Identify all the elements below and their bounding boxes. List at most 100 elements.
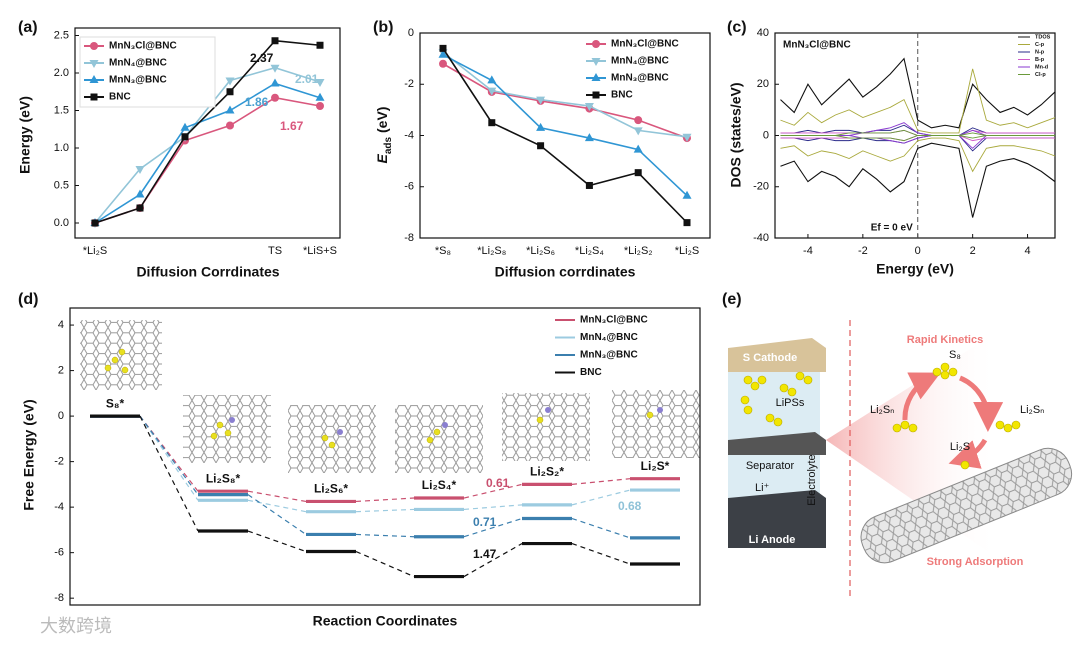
legend-marker	[90, 42, 98, 50]
marker	[225, 77, 235, 86]
y-axis-label-part: E	[374, 153, 390, 163]
marker	[487, 75, 497, 84]
annotation: 1.47	[473, 547, 497, 561]
y-tick-label: -40	[753, 232, 769, 244]
annotation: 1.86	[245, 95, 269, 109]
y-tick-label: 20	[757, 78, 769, 90]
x-axis-label: Energy (eV)	[876, 261, 954, 277]
marker	[537, 142, 545, 150]
y-tick-label: 4	[58, 319, 64, 331]
series-line	[94, 66, 321, 224]
structure-image	[395, 405, 483, 473]
legend-marker	[89, 60, 99, 68]
series-line	[442, 54, 688, 197]
x-tick-label: *Li₂S₆	[526, 245, 555, 257]
panel-label: (b)	[373, 19, 393, 36]
cathode	[728, 338, 826, 372]
state-label: Li₂S₄*	[422, 478, 457, 492]
marker	[536, 96, 546, 105]
y-tick-label: 0	[58, 410, 64, 422]
y-tick-label: -4	[404, 129, 414, 141]
li-ion-label: Li⁺	[755, 482, 770, 494]
y-tick-label: -2	[54, 456, 64, 468]
legend-label: MnN₃@BNC	[580, 350, 638, 361]
y-tick-label: 0.5	[54, 179, 69, 191]
marker	[226, 121, 234, 130]
x-tick-label: *S₈	[435, 245, 451, 257]
series-line	[442, 47, 688, 224]
connector	[355, 497, 415, 503]
legend-label: MnN₃@BNC	[611, 73, 669, 84]
legend-label: MnN₄@BNC	[611, 56, 669, 67]
legend-label: C-p	[1035, 42, 1045, 48]
state-label: S₈*	[106, 396, 125, 410]
legend-label: MnN₃Cl@BNC	[580, 315, 648, 326]
anode	[728, 490, 826, 548]
y-tick-label: 2.0	[54, 67, 69, 79]
connector	[463, 517, 523, 538]
marker	[135, 189, 145, 198]
legend-label: BNC	[580, 367, 602, 378]
marker	[683, 219, 691, 227]
connector	[247, 530, 307, 553]
y-axis-label: Energy (eV)	[17, 96, 33, 174]
legend-label: B-p	[1035, 57, 1045, 63]
plot-frame	[74, 27, 341, 239]
connector	[355, 550, 415, 578]
separator-label: Separator	[746, 460, 795, 472]
state-label: Li₂S*	[641, 459, 670, 473]
y-tick-label: 2.5	[54, 29, 69, 41]
legend-label: MnN₃Cl@BNC	[611, 39, 679, 50]
lipss-label: LiPSs	[776, 397, 805, 409]
connector	[571, 478, 631, 485]
legend-label: MnN₄@BNC	[109, 58, 167, 69]
panel-label: (a)	[18, 19, 38, 36]
adsorption-label: Strong Adsorption	[927, 556, 1024, 568]
marker	[682, 190, 692, 199]
legend-marker	[592, 91, 600, 99]
panel-label: (e)	[722, 291, 742, 308]
marker	[316, 41, 324, 49]
legend-label: BNC	[109, 92, 131, 103]
connector	[139, 415, 199, 492]
connector	[139, 415, 199, 495]
annotation: 2.37	[250, 51, 274, 65]
series-line	[94, 96, 321, 224]
annotation: 1.67	[280, 119, 304, 133]
marker	[682, 133, 692, 142]
marker	[225, 105, 235, 114]
y-tick-label: 0	[408, 27, 414, 39]
dos-line	[780, 68, 1056, 134]
marker	[584, 103, 594, 112]
x-tick-label: *Li₂S₂	[624, 245, 653, 257]
dos-line	[780, 137, 1056, 173]
x-tick-label: 2	[970, 245, 976, 257]
x-tick-label: *Li₂S₈	[477, 245, 506, 257]
annotation: 0.71	[473, 515, 497, 529]
y-tick-label: 40	[757, 27, 769, 39]
legend-marker	[591, 58, 601, 66]
x-tick-label: 0	[915, 245, 921, 257]
marker	[585, 181, 593, 189]
series-line	[442, 63, 688, 139]
connector	[571, 517, 631, 539]
y-tick-label: -8	[54, 592, 64, 604]
legend-marker	[591, 73, 601, 81]
marker	[180, 122, 190, 131]
y-tick-label: -6	[404, 181, 414, 193]
connector	[463, 504, 523, 511]
x-tick-label: 4	[1024, 245, 1030, 257]
connector	[139, 415, 199, 501]
dos-line	[780, 142, 1056, 218]
state-label: Li₂S₈*	[206, 471, 241, 485]
legend-label: N-p	[1035, 49, 1045, 55]
legend-label: MnN₄@BNC	[580, 332, 638, 343]
panel-level: (d) Reaction Coordinates Free Energy (eV) 4…	[18, 291, 701, 629]
x-tick-label: *Li₂S₄	[575, 245, 604, 257]
marker	[181, 133, 189, 141]
marker	[316, 102, 324, 110]
connector	[247, 499, 307, 513]
structures	[80, 320, 700, 473]
marker	[633, 144, 643, 153]
series-line	[442, 51, 688, 138]
